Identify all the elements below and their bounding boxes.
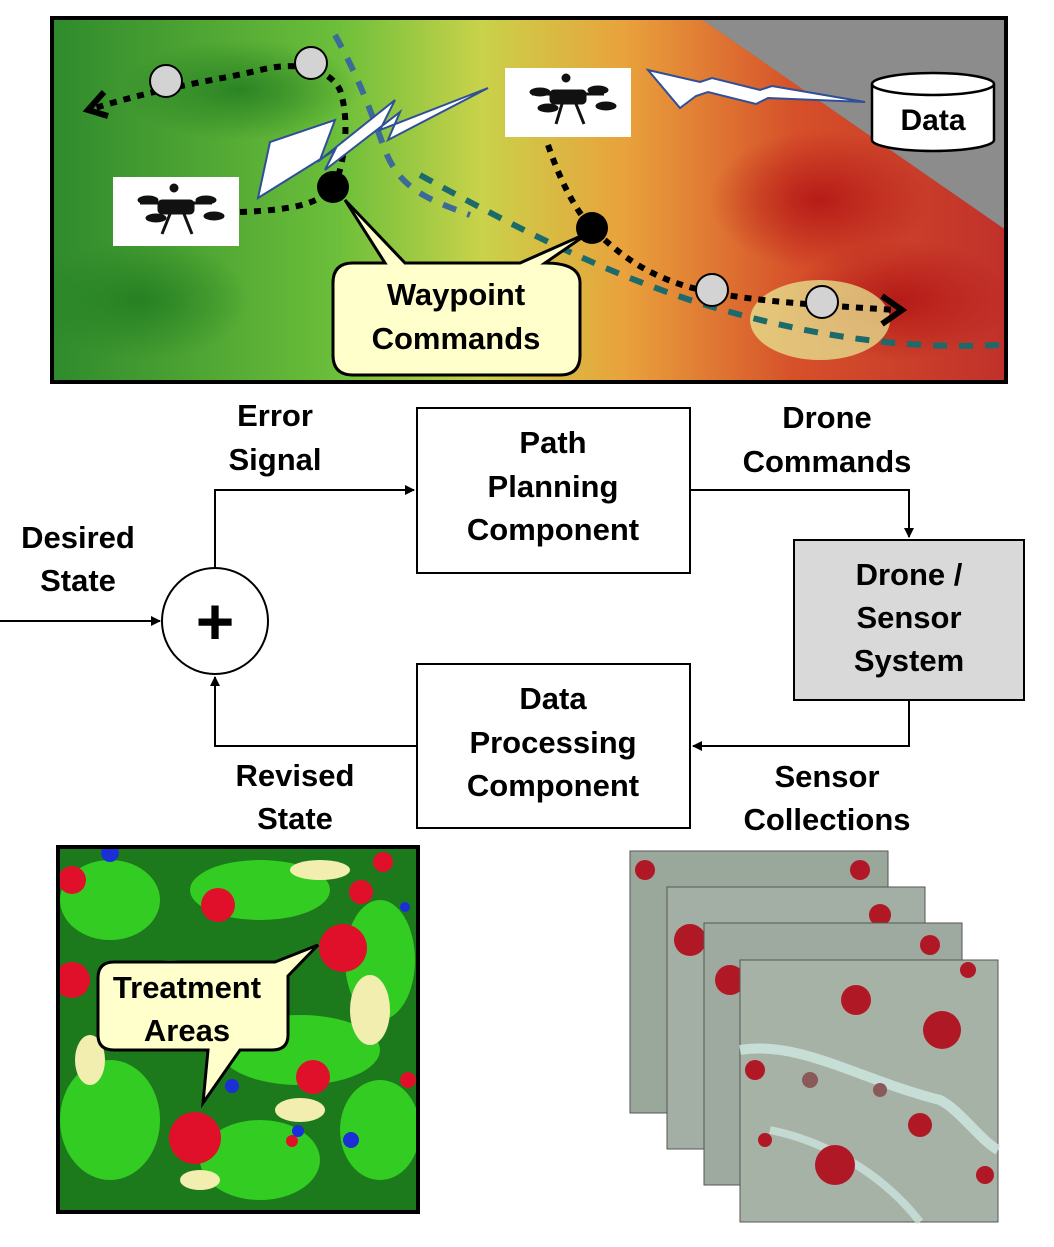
error-signal-line1: Error [237,398,313,433]
drone-sensor-system-block [793,539,1025,701]
waypoint-marker [805,285,839,319]
trajectory-right-arrowhead [880,293,908,327]
trajectory-left-arrowhead [82,90,109,119]
waypoint-commands-line1: Waypoint [387,277,525,312]
path-planning-line2: Planning [488,469,619,504]
drone-icon [113,177,239,246]
drone-system-line2: Sensor [856,600,961,635]
treatment-areas-callout: Treatment Areas [96,943,320,1109]
error-signal-arrow [214,485,415,568]
data-processing-block [416,663,691,829]
treatment-areas-line1: Treatment [113,970,261,1005]
path-planning-line1: Path [519,425,586,460]
sensor-collections-arrow [692,700,910,751]
revised-state-arrow [210,676,417,747]
data-processing-line3: Component [467,768,639,803]
treatment-map-border [56,845,420,1214]
drone-system-line1: Drone / [856,557,963,592]
desired-state-line1: Desired [21,520,135,555]
waypoint-marker [149,64,183,98]
sensor-collections-line2: Collections [743,802,910,837]
summing-junction-symbol: + [196,584,235,658]
sensor-image-frame [739,959,1001,1225]
waypoint-marker [294,46,328,80]
path-planning-block [416,407,691,574]
revised-state-line2: State [257,801,333,836]
database-icon: Data [870,71,996,153]
sensor-image-stack [629,850,1001,1225]
drone-commands-line1: Drone [782,400,872,435]
waypoint-commands-line2: Commands [372,321,541,356]
drone-system-line3: System [854,643,964,678]
error-signal-line2: Signal [228,442,321,477]
planned-path-teal [418,172,1001,349]
drone-icon [505,68,631,137]
desired-state-line2: State [40,563,116,598]
sensor-collections-line1: Sensor [774,759,879,794]
revised-state-line1: Revised [236,758,355,793]
data-processing-line1: Data [519,681,587,716]
waypoint-marker [695,273,729,307]
active-waypoint-marker [317,171,349,203]
drone-commands-arrow [690,489,914,538]
lightning-bolt-icon [645,68,866,110]
path-planning-line3: Component [467,512,639,547]
lightning-bolt-icon [256,87,489,201]
waypoint-commands-callout: Waypoint Commands [331,198,591,377]
trajectory-left [94,63,349,215]
field-map-border [50,16,1008,384]
drone-commands-line2: Commands [743,444,912,479]
data-processing-line2: Processing [469,725,636,760]
treatment-areas-line2: Areas [144,1013,230,1048]
database-label: Data [900,104,965,137]
